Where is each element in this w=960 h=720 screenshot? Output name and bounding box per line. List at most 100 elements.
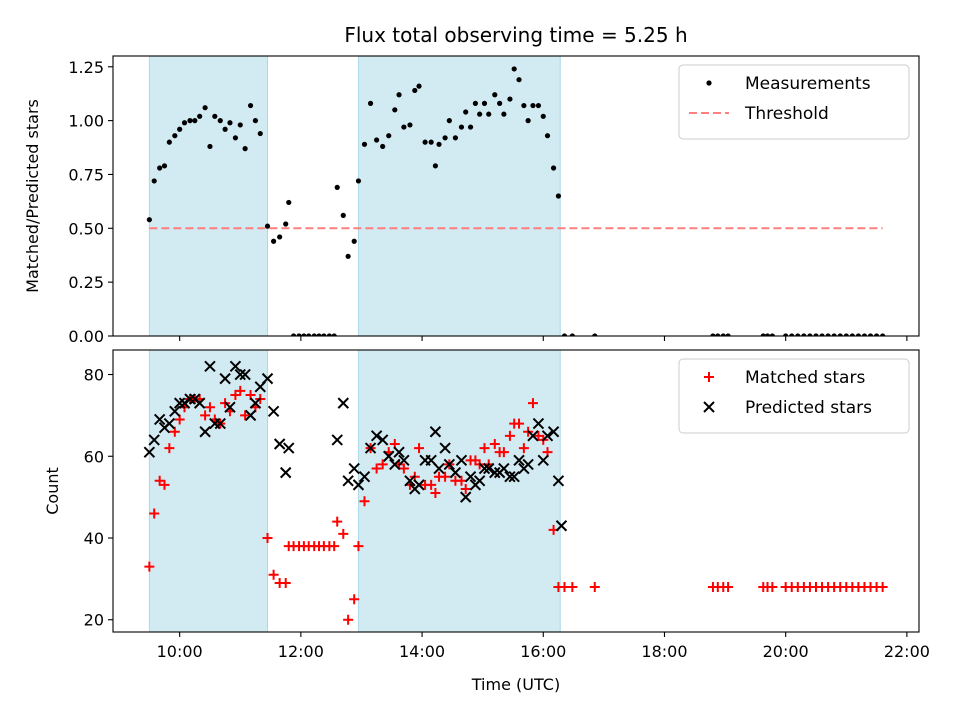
measurement-point: [855, 333, 861, 336]
matched-point: [377, 459, 388, 470]
legend: Matched stars Predicted stars: [678, 358, 910, 434]
measurement-point: [146, 217, 152, 223]
predicted-point: [439, 442, 451, 454]
legend-marker-predicted: [703, 401, 715, 413]
measurement-point: [442, 135, 448, 141]
measurement-point: [783, 333, 789, 336]
measurement-point: [436, 141, 442, 147]
measurement-point: [345, 253, 351, 259]
measurement-point: [355, 178, 362, 184]
measurement-point: [247, 102, 254, 109]
predicted-point: [383, 450, 395, 462]
predicted-point: [413, 479, 425, 491]
matched-point: [280, 577, 291, 588]
measurement-point: [396, 92, 402, 98]
matched-point: [343, 614, 354, 625]
shaded-interval-2: [357, 56, 561, 336]
predicted-point: [337, 397, 349, 409]
y-tick-label: 0.00: [68, 327, 104, 346]
measurement-point: [843, 333, 849, 336]
axes-frame: [112, 55, 920, 337]
predicted-point: [541, 430, 554, 442]
measurement-point: [306, 333, 312, 336]
matched-point: [398, 463, 409, 474]
predicted-point: [148, 434, 160, 446]
measurement-point: [837, 333, 843, 336]
y-axis-label: Count: [43, 467, 62, 515]
predicted-point: [143, 446, 156, 458]
measurement-point: [283, 221, 289, 227]
predicted-point: [267, 405, 280, 418]
x-tick-label: 10:00: [157, 642, 203, 661]
y-tick-label: 0.50: [68, 219, 104, 238]
plot-area: [146, 56, 886, 336]
measurement-point: [472, 100, 478, 106]
measurement-point: [825, 333, 831, 336]
series-predicted-stars: [143, 360, 568, 532]
measurement-point: [831, 333, 837, 336]
predicted-point: [163, 417, 176, 430]
measurement-point: [525, 118, 531, 124]
measurement-point: [151, 178, 157, 184]
matched-point: [144, 561, 155, 572]
matched-point: [159, 479, 170, 490]
measurement-point: [849, 333, 855, 336]
ratio-panel: 0.00 0.25 0.50 0.75 1.00 1.25 Matched/Predicte…: [23, 55, 920, 346]
predicted-point: [537, 454, 549, 467]
measurement-point: [813, 333, 819, 336]
matched-point: [514, 418, 525, 429]
measurement-point: [407, 122, 413, 128]
measurement-point: [177, 126, 183, 132]
measurement-point: [252, 118, 259, 124]
predicted-point: [455, 454, 468, 467]
predicted-point: [443, 458, 456, 471]
count-panel: 20 40 60 80 10:00 12:00 14:00 16:00 18:00 20:00 22…: [43, 349, 930, 694]
measurement-point: [873, 333, 880, 336]
matched-point: [200, 410, 211, 421]
predicted-point: [429, 426, 442, 438]
predicted-point: [204, 360, 216, 373]
measurement-point: [172, 133, 178, 139]
legend-label: Threshold: [744, 104, 829, 124]
measurement-point: [550, 165, 557, 171]
matched-point: [504, 430, 515, 441]
shaded-interval-1: [148, 56, 269, 336]
measurement-point: [819, 333, 825, 336]
x-tick-label: 18:00: [641, 642, 687, 661]
matched-point: [460, 483, 471, 494]
measurement-point: [166, 139, 172, 145]
measurement-point: [561, 333, 568, 336]
predicted-point: [532, 417, 545, 430]
predicted-point: [331, 434, 343, 446]
matched-point: [240, 410, 251, 421]
measurement-point: [467, 124, 474, 130]
measurement-point: [569, 333, 575, 336]
measurement-point: [326, 333, 332, 336]
y-tick-label: 0.75: [68, 165, 104, 184]
x-tick-label: 14:00: [399, 642, 445, 661]
matched-point: [456, 475, 467, 486]
predicted-point: [219, 372, 231, 385]
predicted-point: [508, 470, 520, 483]
predicted-point: [364, 442, 377, 454]
measurement-point: [270, 238, 277, 244]
matched-point: [430, 488, 441, 499]
predicted-point: [352, 479, 365, 491]
predicted-point: [173, 397, 186, 409]
predicted-point: [478, 462, 491, 475]
chart-title: Flux total observing time = 5.25 h: [344, 23, 687, 47]
predicted-point: [199, 426, 211, 438]
measurement-point: [452, 135, 458, 141]
measurement-point: [861, 333, 868, 336]
measurement-point: [207, 143, 213, 150]
predicted-point: [398, 454, 410, 467]
measurement-point: [880, 333, 886, 336]
x-tick-label: 20:00: [763, 642, 809, 661]
predicted-point: [280, 466, 292, 479]
matched-point: [877, 582, 888, 593]
measurement-point: [227, 120, 233, 126]
measurement-point: [296, 333, 302, 336]
measurement-point: [458, 124, 465, 130]
matched-point: [353, 541, 364, 552]
matched-point: [489, 439, 500, 449]
